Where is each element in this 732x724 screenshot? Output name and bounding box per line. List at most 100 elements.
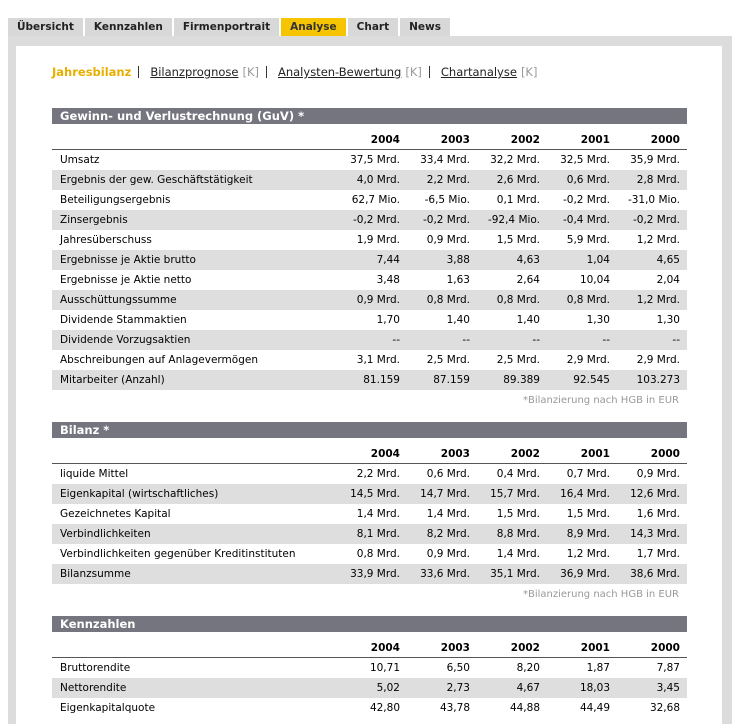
column-header: 2004	[370, 642, 400, 654]
cell: 35,9 Mrd.	[630, 154, 680, 166]
row-label: Beteiligungsergebnis	[60, 194, 171, 206]
cell: 0,8 Mrd.	[496, 294, 540, 306]
tab[interactable]: Analyse	[281, 18, 346, 36]
cell: 0,8 Mrd.	[426, 294, 470, 306]
cell: 8,20	[516, 662, 540, 674]
column-header: 2003	[440, 134, 470, 146]
cell: 4,67	[516, 682, 540, 694]
subnav-link[interactable]: Analysten-Bewertung	[277, 65, 402, 79]
cell: 89.389	[503, 374, 540, 386]
column-header: 2001	[580, 134, 610, 146]
row-label: Ausschüttungssumme	[60, 294, 177, 306]
cell: 1,40	[516, 314, 540, 326]
cell: --	[462, 334, 470, 346]
table-row: Dividende Stammaktien 1,70 1,40 1,40 1,30 1,3…	[52, 310, 687, 330]
cell: 0,8 Mrd.	[566, 294, 610, 306]
cell: 2,6 Mrd.	[496, 174, 540, 186]
cell: 18,03	[579, 682, 610, 694]
row-label: Bilanzsumme	[60, 568, 131, 580]
table-row: Nettorendite 5,02 2,73 4,67 18,03 3,45	[52, 678, 687, 698]
cell: 0,6 Mrd.	[566, 174, 610, 186]
table-row: Umsatz 37,5 Mrd. 33,4 Mrd. 32,2 Mrd. 32,5 Mr…	[52, 150, 687, 170]
subnav-item: Analysten-Bewertung [K]	[265, 65, 429, 79]
cell: -0,2 Mrd.	[422, 214, 470, 226]
cell: 0,8 Mrd.	[356, 548, 400, 560]
cell: 10,71	[369, 662, 400, 674]
cell: 1,63	[446, 274, 470, 286]
tab-bar: Übersicht Kennzahlen Firmenportrait Analyse…	[8, 18, 452, 36]
cell: --	[602, 334, 610, 346]
section: Kennzahlen 2004 2003 2002 2001 2000 Bruttorend…	[52, 616, 687, 718]
table-row: Bruttorendite 10,71 6,50 8,20 1,87 7,87	[52, 658, 687, 678]
cell: 7,44	[376, 254, 400, 266]
table-row: Verbindlichkeiten gegenüber Kreditinstit…	[52, 544, 687, 564]
cell: 15,7 Mrd.	[490, 488, 540, 500]
column-header: 2000	[650, 134, 680, 146]
column-header: 2002	[510, 448, 540, 460]
subnav-link[interactable]: Chartanalyse	[440, 65, 517, 79]
row-label: Verbindlichkeiten	[60, 528, 151, 540]
cell: 32,5 Mrd.	[560, 154, 610, 166]
cell: 1,87	[586, 662, 610, 674]
cell: 0,9 Mrd.	[636, 468, 680, 480]
table-row: Eigenkapital (wirtschaftliches) 14,5 Mrd.…	[52, 484, 687, 504]
subnav-marker: [K]	[405, 65, 422, 79]
cell: 0,4 Mrd.	[496, 468, 540, 480]
cell: 14,7 Mrd.	[420, 488, 470, 500]
column-header: 2003	[440, 642, 470, 654]
row-label: Zinsergebnis	[60, 214, 128, 226]
column-header: 2004	[370, 448, 400, 460]
cell: 8,1 Mrd.	[356, 528, 400, 540]
subnav-active[interactable]: Jahresbilanz	[52, 65, 132, 79]
cell: 3,45	[656, 682, 680, 694]
cell: 0,6 Mrd.	[426, 468, 470, 480]
cell: 1,2 Mrd.	[566, 548, 610, 560]
cell: 1,4 Mrd.	[426, 508, 470, 520]
cell: 43,78	[439, 702, 470, 714]
footnote: *Bilanzierung nach HGB in EUR	[522, 395, 679, 406]
tab[interactable]: Kennzahlen	[84, 18, 172, 36]
row-label: Umsatz	[60, 154, 100, 166]
cell: 38,6 Mrd.	[630, 568, 680, 580]
table-row: Mitarbeiter (Anzahl) 81.159 87.159 89.389 92…	[52, 370, 687, 390]
tab[interactable]: Firmenportrait	[173, 18, 280, 36]
cell: -0,2 Mrd.	[352, 214, 400, 226]
cell: 2,64	[516, 274, 540, 286]
tab[interactable]: Übersicht	[8, 18, 83, 36]
table-row: Beteiligungsergebnis 62,7 Mio. -6,5 Mio. 0,…	[52, 190, 687, 210]
cell: 1,5 Mrd.	[566, 508, 610, 520]
tab[interactable]: News	[400, 18, 450, 36]
cell: 32,2 Mrd.	[490, 154, 540, 166]
cell: 5,02	[376, 682, 400, 694]
cell: 4,65	[656, 254, 680, 266]
subnav-marker: [K]	[520, 65, 538, 79]
cell: 2,5 Mrd.	[426, 354, 470, 366]
cell: 0,9 Mrd.	[426, 548, 470, 560]
cell: 1,70	[376, 314, 400, 326]
column-header-row: 2004 2003 2002 2001 2000	[52, 638, 687, 658]
cell: 1,5 Mrd.	[496, 508, 540, 520]
column-header: 2000	[650, 642, 680, 654]
table-row: Ergebnisse je Aktie netto 3,48 1,63 2,64 10,…	[52, 270, 687, 290]
row-label: Ergebnisse je Aktie netto	[60, 274, 192, 286]
cell: 2,2 Mrd.	[426, 174, 470, 186]
subnav-link[interactable]: Bilanzprognose	[150, 65, 239, 79]
column-header: 2004	[370, 134, 400, 146]
cell: 7,87	[656, 662, 680, 674]
cell: 33,9 Mrd.	[350, 568, 400, 580]
cell: -0,4 Mrd.	[562, 214, 610, 226]
cell: 33,4 Mrd.	[420, 154, 470, 166]
tab[interactable]: Chart	[347, 18, 399, 36]
cell: 1,40	[446, 314, 470, 326]
row-label: Gezeichnetes Kapital	[60, 508, 171, 520]
row-label: Dividende Vorzugsaktien	[60, 334, 191, 346]
cell: 8,8 Mrd.	[496, 528, 540, 540]
cell: 62,7 Mio.	[351, 194, 400, 206]
section: Bilanz * 2004 2003 2002 2001 2000 liquide Mitt…	[52, 422, 687, 605]
row-label: Ergebnisse je Aktie brutto	[60, 254, 196, 266]
cell: --	[672, 334, 680, 346]
cell: 1,9 Mrd.	[356, 234, 400, 246]
cell: 2,8 Mrd.	[636, 174, 680, 186]
cell: 3,88	[446, 254, 470, 266]
cell: 33,6 Mrd.	[420, 568, 470, 580]
